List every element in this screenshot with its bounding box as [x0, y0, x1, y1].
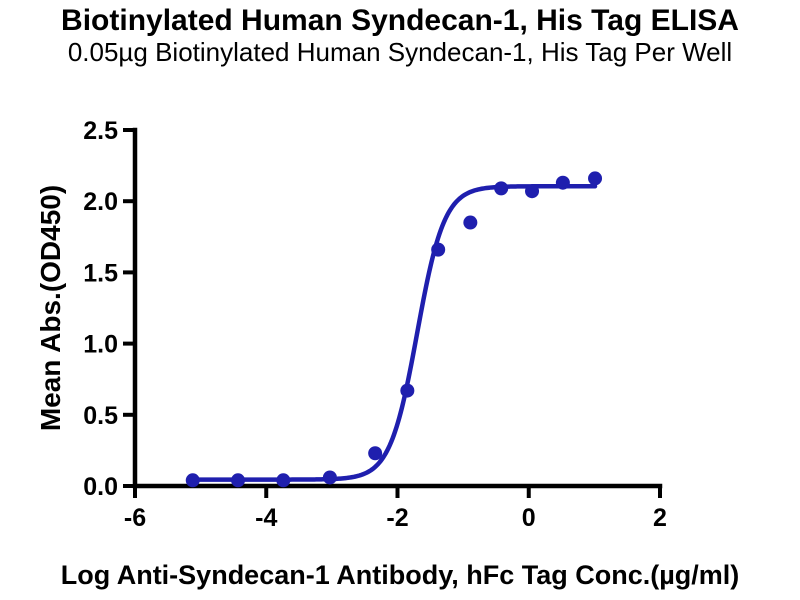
x-axis-title: Log Anti-Syndecan-1 Antibody, hFc Tag Co… — [61, 560, 740, 590]
axis-tick-labels: 0.0 0.5 1.0 1.5 2.0 2.5 -6 -4 -2 0 2 — [83, 117, 667, 532]
axis-spine — [132, 127, 663, 489]
axis-ticks — [123, 128, 662, 498]
y-tick-label: 0.5 — [83, 402, 118, 430]
data-point — [431, 242, 446, 257]
x-tick-label: 2 — [653, 504, 667, 532]
data-point — [185, 473, 200, 488]
data-point — [231, 473, 246, 488]
axes — [132, 127, 663, 489]
y-tick-label: 1.0 — [83, 331, 118, 359]
x-tick-label: -2 — [386, 504, 408, 532]
fit-curve — [190, 184, 598, 482]
y-tick-label: 1.5 — [83, 259, 118, 287]
data-point — [400, 383, 415, 398]
data-point — [463, 215, 478, 230]
y-tick-label: 2.5 — [83, 117, 118, 145]
data-point — [368, 446, 383, 461]
chart-subtitle: 0.05µg Biotinylated Human Syndecan-1, Hi… — [68, 37, 732, 67]
data-point — [525, 184, 540, 199]
data-point — [555, 175, 570, 190]
data-points-layer — [185, 171, 603, 488]
x-tick-label: 0 — [522, 504, 536, 532]
fit-curve-layer — [190, 184, 598, 482]
x-tick-label: -6 — [124, 504, 146, 532]
data-point — [494, 181, 509, 196]
y-tick-label: 0.0 — [83, 473, 118, 501]
data-point — [276, 473, 291, 488]
data-point — [322, 470, 337, 485]
data-point — [588, 171, 603, 186]
y-axis-title: Mean Abs.(OD450) — [35, 185, 66, 431]
x-tick-label: -4 — [255, 504, 277, 532]
chart-title: Biotinylated Human Syndecan-1, His Tag E… — [61, 4, 739, 37]
y-tick-label: 2.0 — [83, 188, 118, 216]
